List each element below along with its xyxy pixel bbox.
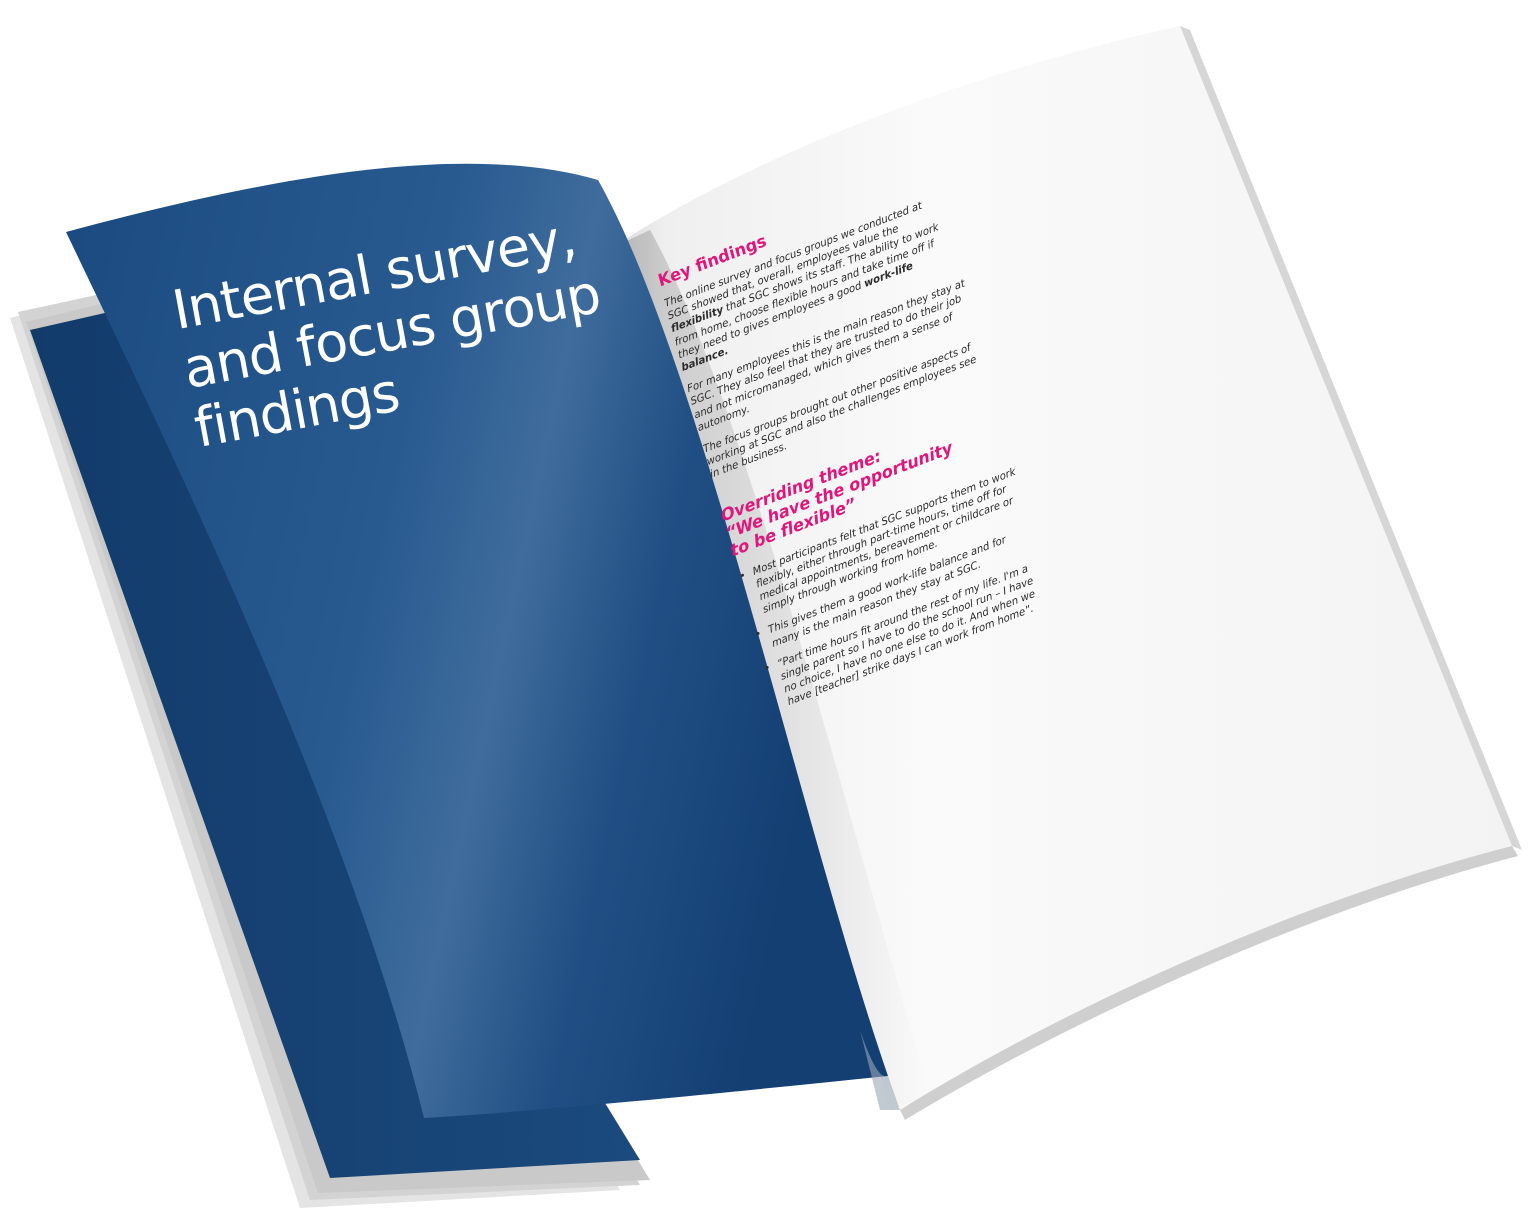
right-page-edge [1180,26,1522,850]
left-page-sheet [66,163,888,1118]
spine-lip [860,1030,900,1110]
